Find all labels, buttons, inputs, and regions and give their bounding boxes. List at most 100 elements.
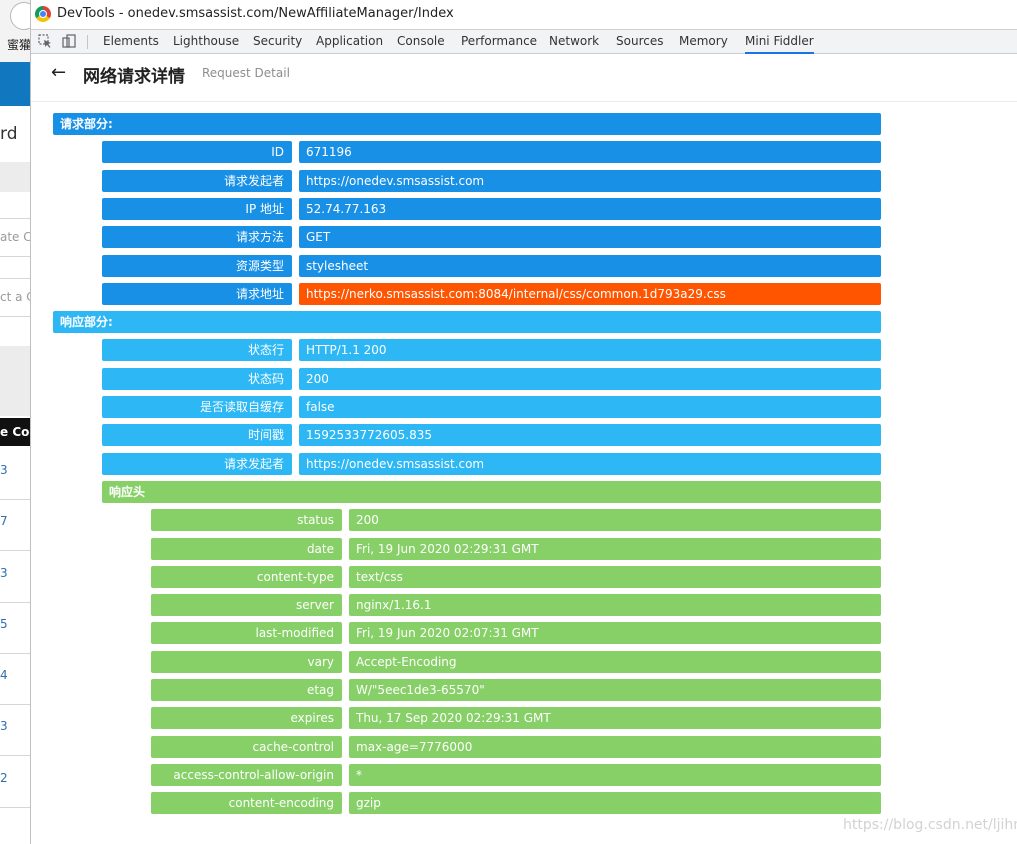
field-value[interactable]: Fri, 19 Jun 2020 02:07:31 GMT bbox=[349, 622, 881, 644]
field-value[interactable]: 1592533772605.835 bbox=[299, 424, 881, 446]
field-label: status bbox=[151, 509, 342, 531]
toolbar-separator bbox=[87, 35, 88, 49]
bg-row-divider bbox=[0, 550, 30, 551]
tab-memory[interactable]: Memory bbox=[679, 34, 728, 48]
field-value[interactable]: stylesheet bbox=[299, 255, 881, 277]
field-label: access-control-allow-origin bbox=[151, 764, 342, 786]
field-label: last-modified bbox=[151, 622, 342, 644]
tab-sources[interactable]: Sources bbox=[616, 34, 664, 48]
tab-network[interactable]: Network bbox=[549, 34, 600, 48]
field-value[interactable]: gzip bbox=[349, 792, 881, 814]
field-value[interactable]: Fri, 19 Jun 2020 02:29:31 GMT bbox=[349, 538, 881, 560]
bg-row-divider bbox=[0, 653, 30, 654]
background-page: 蜜獾 rd ate Co ct a C e Cod 3 7 3 5 4 3 2 bbox=[0, 0, 30, 844]
field-label: 状态行 bbox=[102, 339, 292, 361]
tab-elements[interactable]: Elements bbox=[103, 34, 159, 48]
bg-divider bbox=[0, 256, 30, 257]
field-label: 请求发起者 bbox=[102, 170, 292, 192]
bg-row-number[interactable]: 7 bbox=[0, 514, 8, 528]
watermark: https://blog.csdn.net/ljihnick bbox=[843, 817, 1017, 833]
bg-input-placeholder[interactable]: ate Co bbox=[0, 230, 30, 244]
devtools-window: DevTools - onedev.smsassist.com/NewAffil… bbox=[30, 0, 1017, 844]
bg-row-divider bbox=[0, 807, 30, 808]
field-value[interactable]: Thu, 17 Sep 2020 02:29:31 GMT bbox=[349, 707, 881, 729]
bg-divider bbox=[0, 278, 30, 279]
bg-divider bbox=[0, 218, 30, 219]
field-value[interactable]: 200 bbox=[349, 509, 881, 531]
field-label: server bbox=[151, 594, 342, 616]
field-value[interactable]: Accept-Encoding bbox=[349, 651, 881, 673]
browser-back-button[interactable] bbox=[10, 2, 30, 30]
panel-header: ← 网络请求详情 Request Detail bbox=[31, 54, 1017, 102]
field-label: content-encoding bbox=[151, 792, 342, 814]
bg-row-number[interactable]: 5 bbox=[0, 617, 8, 631]
page-subtitle: Request Detail bbox=[202, 66, 290, 80]
field-value[interactable]: W/"5eec1de3-65570" bbox=[349, 679, 881, 701]
field-label: 时间戳 bbox=[102, 424, 292, 446]
bg-row-number[interactable]: 3 bbox=[0, 463, 8, 477]
bg-row-number[interactable]: 2 bbox=[0, 771, 8, 785]
bg-gray-panel bbox=[0, 346, 30, 416]
chrome-icon bbox=[35, 6, 51, 22]
field-label: cache-control bbox=[151, 736, 342, 758]
bg-partial-text: 蜜獾 bbox=[7, 38, 30, 52]
window-title: DevTools - onedev.smsassist.com/NewAffil… bbox=[57, 6, 454, 21]
field-label: etag bbox=[151, 679, 342, 701]
bg-row-divider bbox=[0, 755, 30, 756]
field-label: 资源类型 bbox=[102, 255, 292, 277]
field-value[interactable]: GET bbox=[299, 226, 881, 248]
request-section-title: 请求部分: bbox=[53, 113, 881, 135]
field-value[interactable]: nginx/1.16.1 bbox=[349, 594, 881, 616]
bg-row-divider bbox=[0, 499, 30, 500]
tab-performance[interactable]: Performance bbox=[461, 34, 538, 48]
field-label: expires bbox=[151, 707, 342, 729]
field-value[interactable]: https://onedev.smsassist.com bbox=[299, 170, 881, 192]
field-label: 请求发起者 bbox=[102, 453, 292, 475]
field-value[interactable]: https://nerko.smsassist.com:8084/interna… bbox=[299, 283, 881, 305]
page-title: 网络请求详情 bbox=[83, 67, 185, 87]
field-label: vary bbox=[151, 651, 342, 673]
bg-row-number[interactable]: 3 bbox=[0, 566, 8, 580]
field-value[interactable]: * bbox=[349, 764, 881, 786]
field-value[interactable]: 671196 bbox=[299, 141, 881, 163]
request-detail-panel: ← 网络请求详情 Request Detail 请求部分: ID 671196 请求发… bbox=[31, 54, 1017, 844]
field-label: 请求方法 bbox=[102, 226, 292, 248]
field-label: 是否读取自缓存 bbox=[102, 396, 292, 418]
field-value[interactable]: max-age=7776000 bbox=[349, 736, 881, 758]
bg-select-placeholder[interactable]: ct a C bbox=[0, 290, 30, 304]
bg-row-number[interactable]: 3 bbox=[0, 719, 8, 733]
device-toolbar-icon[interactable] bbox=[61, 34, 77, 50]
response-section-title: 响应部分: bbox=[53, 311, 881, 333]
field-value[interactable]: 52.74.77.163 bbox=[299, 198, 881, 220]
back-arrow-icon[interactable]: ← bbox=[51, 62, 67, 83]
tab-security[interactable]: Security bbox=[253, 34, 303, 48]
field-value[interactable]: false bbox=[299, 396, 881, 418]
bg-divider bbox=[0, 316, 30, 317]
bg-header-banner bbox=[0, 62, 30, 106]
tab-console[interactable]: Console bbox=[397, 34, 445, 48]
inspect-element-icon[interactable] bbox=[37, 34, 53, 50]
field-label: 请求地址 bbox=[102, 283, 292, 305]
field-label: IP 地址 bbox=[102, 198, 292, 220]
bg-main-area bbox=[0, 106, 30, 844]
field-value[interactable]: text/css bbox=[349, 566, 881, 588]
field-label: ID bbox=[102, 141, 292, 163]
field-value[interactable]: HTTP/1.1 200 bbox=[299, 339, 881, 361]
bg-row-number[interactable]: 4 bbox=[0, 668, 8, 682]
bg-toolbar-strip bbox=[0, 162, 30, 192]
field-label: date bbox=[151, 538, 342, 560]
field-label: 状态码 bbox=[102, 368, 292, 390]
field-value[interactable]: 200 bbox=[299, 368, 881, 390]
bg-row-divider bbox=[0, 602, 30, 603]
bg-table-header: e Cod bbox=[0, 418, 30, 446]
tab-application[interactable]: Application bbox=[316, 34, 384, 48]
tab-lighthouse[interactable]: Lighthouse bbox=[173, 34, 240, 48]
tab-mini-fiddler[interactable]: Mini Fiddler bbox=[745, 30, 814, 54]
bg-row-divider bbox=[0, 704, 30, 705]
bg-heading-fragment: rd bbox=[0, 124, 18, 144]
devtools-tabbar: Elements Lighthouse Security Application Con… bbox=[31, 29, 1017, 54]
window-titlebar: DevTools - onedev.smsassist.com/NewAffil… bbox=[31, 0, 1017, 29]
field-value[interactable]: https://onedev.smsassist.com bbox=[299, 453, 881, 475]
field-label: content-type bbox=[151, 566, 342, 588]
response-headers-title: 响应头 bbox=[102, 481, 881, 503]
